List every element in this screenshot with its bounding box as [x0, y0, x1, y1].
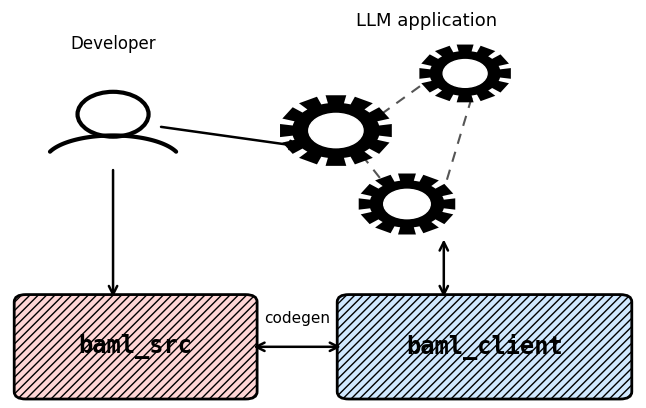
Polygon shape	[419, 44, 511, 102]
Circle shape	[443, 60, 487, 87]
Text: codegen: codegen	[264, 311, 330, 326]
Text: Developer: Developer	[70, 35, 156, 53]
Circle shape	[309, 113, 363, 148]
Text: LLM application: LLM application	[356, 12, 497, 30]
Polygon shape	[359, 173, 455, 235]
Text: baml_src: baml_src	[79, 334, 193, 359]
Circle shape	[384, 189, 430, 219]
FancyBboxPatch shape	[14, 295, 257, 399]
Polygon shape	[280, 95, 392, 166]
Text: baml_client: baml_client	[406, 334, 563, 360]
FancyBboxPatch shape	[337, 295, 632, 399]
